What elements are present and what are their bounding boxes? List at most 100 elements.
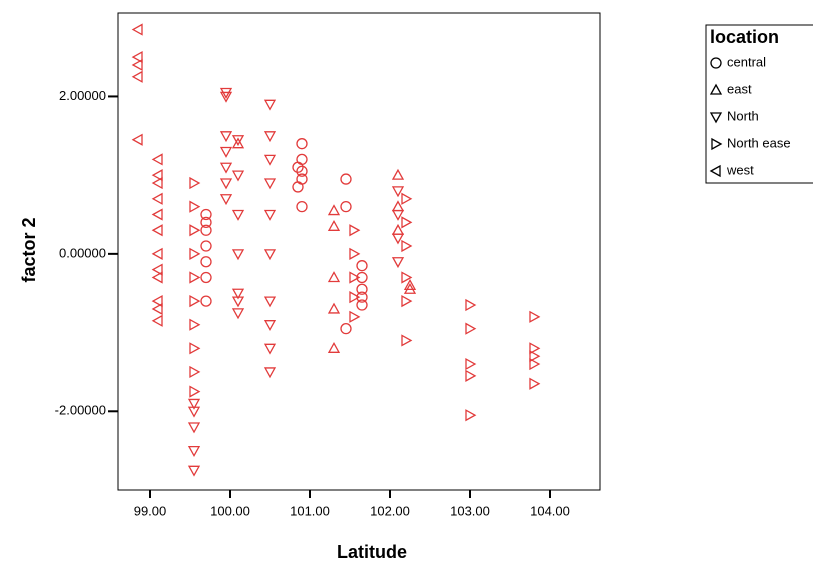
point xyxy=(189,271,201,284)
point xyxy=(296,173,308,185)
legend-label: North ease xyxy=(727,135,791,150)
point xyxy=(189,365,201,379)
point xyxy=(391,168,405,180)
point xyxy=(263,343,277,355)
point xyxy=(340,200,352,213)
point xyxy=(296,138,308,150)
point xyxy=(465,409,477,422)
point xyxy=(231,296,245,308)
point xyxy=(187,406,201,418)
point xyxy=(349,291,361,304)
point xyxy=(200,271,212,284)
point xyxy=(219,162,233,174)
y-tick-label: -2.00000 xyxy=(55,403,106,418)
point xyxy=(263,131,277,143)
legend-marker xyxy=(709,112,723,124)
point xyxy=(231,209,245,221)
point xyxy=(189,318,201,331)
point xyxy=(200,256,212,268)
plot-frame xyxy=(117,12,601,491)
legend-marker xyxy=(709,83,723,95)
x-tick-label: 104.00 xyxy=(530,503,570,518)
point xyxy=(189,200,201,213)
point xyxy=(151,169,163,182)
point xyxy=(187,445,201,457)
point xyxy=(189,247,201,260)
point xyxy=(131,50,143,64)
point xyxy=(200,240,212,252)
point xyxy=(340,173,352,185)
point xyxy=(263,209,277,221)
point xyxy=(200,216,212,229)
point xyxy=(151,302,163,316)
legend-marker xyxy=(710,57,722,69)
point xyxy=(219,194,233,206)
point xyxy=(200,295,212,307)
legend-label: central xyxy=(727,54,766,69)
point xyxy=(401,271,413,284)
point xyxy=(327,219,341,231)
point xyxy=(356,271,368,284)
point xyxy=(356,283,368,295)
point xyxy=(189,385,201,398)
point xyxy=(401,192,413,205)
x-tick-label: 102.00 xyxy=(370,503,410,518)
point xyxy=(356,291,368,303)
point xyxy=(263,296,277,308)
point xyxy=(131,58,143,72)
point xyxy=(263,320,277,332)
point xyxy=(529,357,541,371)
legend-marker xyxy=(711,137,723,151)
point xyxy=(401,239,413,253)
point xyxy=(356,260,368,272)
point xyxy=(529,350,541,363)
point xyxy=(465,298,477,312)
point xyxy=(529,310,541,323)
point xyxy=(263,367,277,379)
point xyxy=(349,224,361,237)
point xyxy=(327,341,341,353)
y-axis-title: factor 2 xyxy=(19,217,39,282)
legend-marker xyxy=(709,164,721,178)
legend-label: west xyxy=(726,162,754,177)
point xyxy=(529,377,541,390)
point xyxy=(131,23,143,36)
point xyxy=(296,165,308,177)
point xyxy=(189,294,201,308)
point xyxy=(219,91,233,103)
point xyxy=(391,186,405,198)
point xyxy=(219,131,233,143)
x-tick-label: 99.00 xyxy=(134,503,167,518)
point xyxy=(401,216,413,229)
point xyxy=(296,200,308,213)
point xyxy=(219,178,233,190)
point xyxy=(131,133,143,146)
point xyxy=(349,310,361,323)
point xyxy=(263,154,277,166)
point xyxy=(401,294,413,308)
point xyxy=(189,224,201,237)
y-tick-label: 0.00000 xyxy=(59,245,106,260)
point xyxy=(349,247,361,260)
point xyxy=(187,465,201,477)
y-tick-label: 2.00000 xyxy=(59,88,106,103)
point xyxy=(151,294,163,308)
point xyxy=(465,357,477,371)
point xyxy=(263,178,277,190)
point xyxy=(403,282,417,294)
point xyxy=(151,224,163,237)
point xyxy=(327,302,341,314)
point xyxy=(391,209,405,221)
point xyxy=(349,271,361,284)
point xyxy=(356,299,368,311)
point xyxy=(187,422,201,434)
point xyxy=(151,263,163,276)
point xyxy=(200,208,212,221)
point xyxy=(340,322,352,335)
legend-label: east xyxy=(727,81,752,96)
point xyxy=(189,176,201,190)
point xyxy=(403,279,417,290)
legend-label: North xyxy=(727,108,759,123)
x-tick-label: 103.00 xyxy=(450,503,490,518)
